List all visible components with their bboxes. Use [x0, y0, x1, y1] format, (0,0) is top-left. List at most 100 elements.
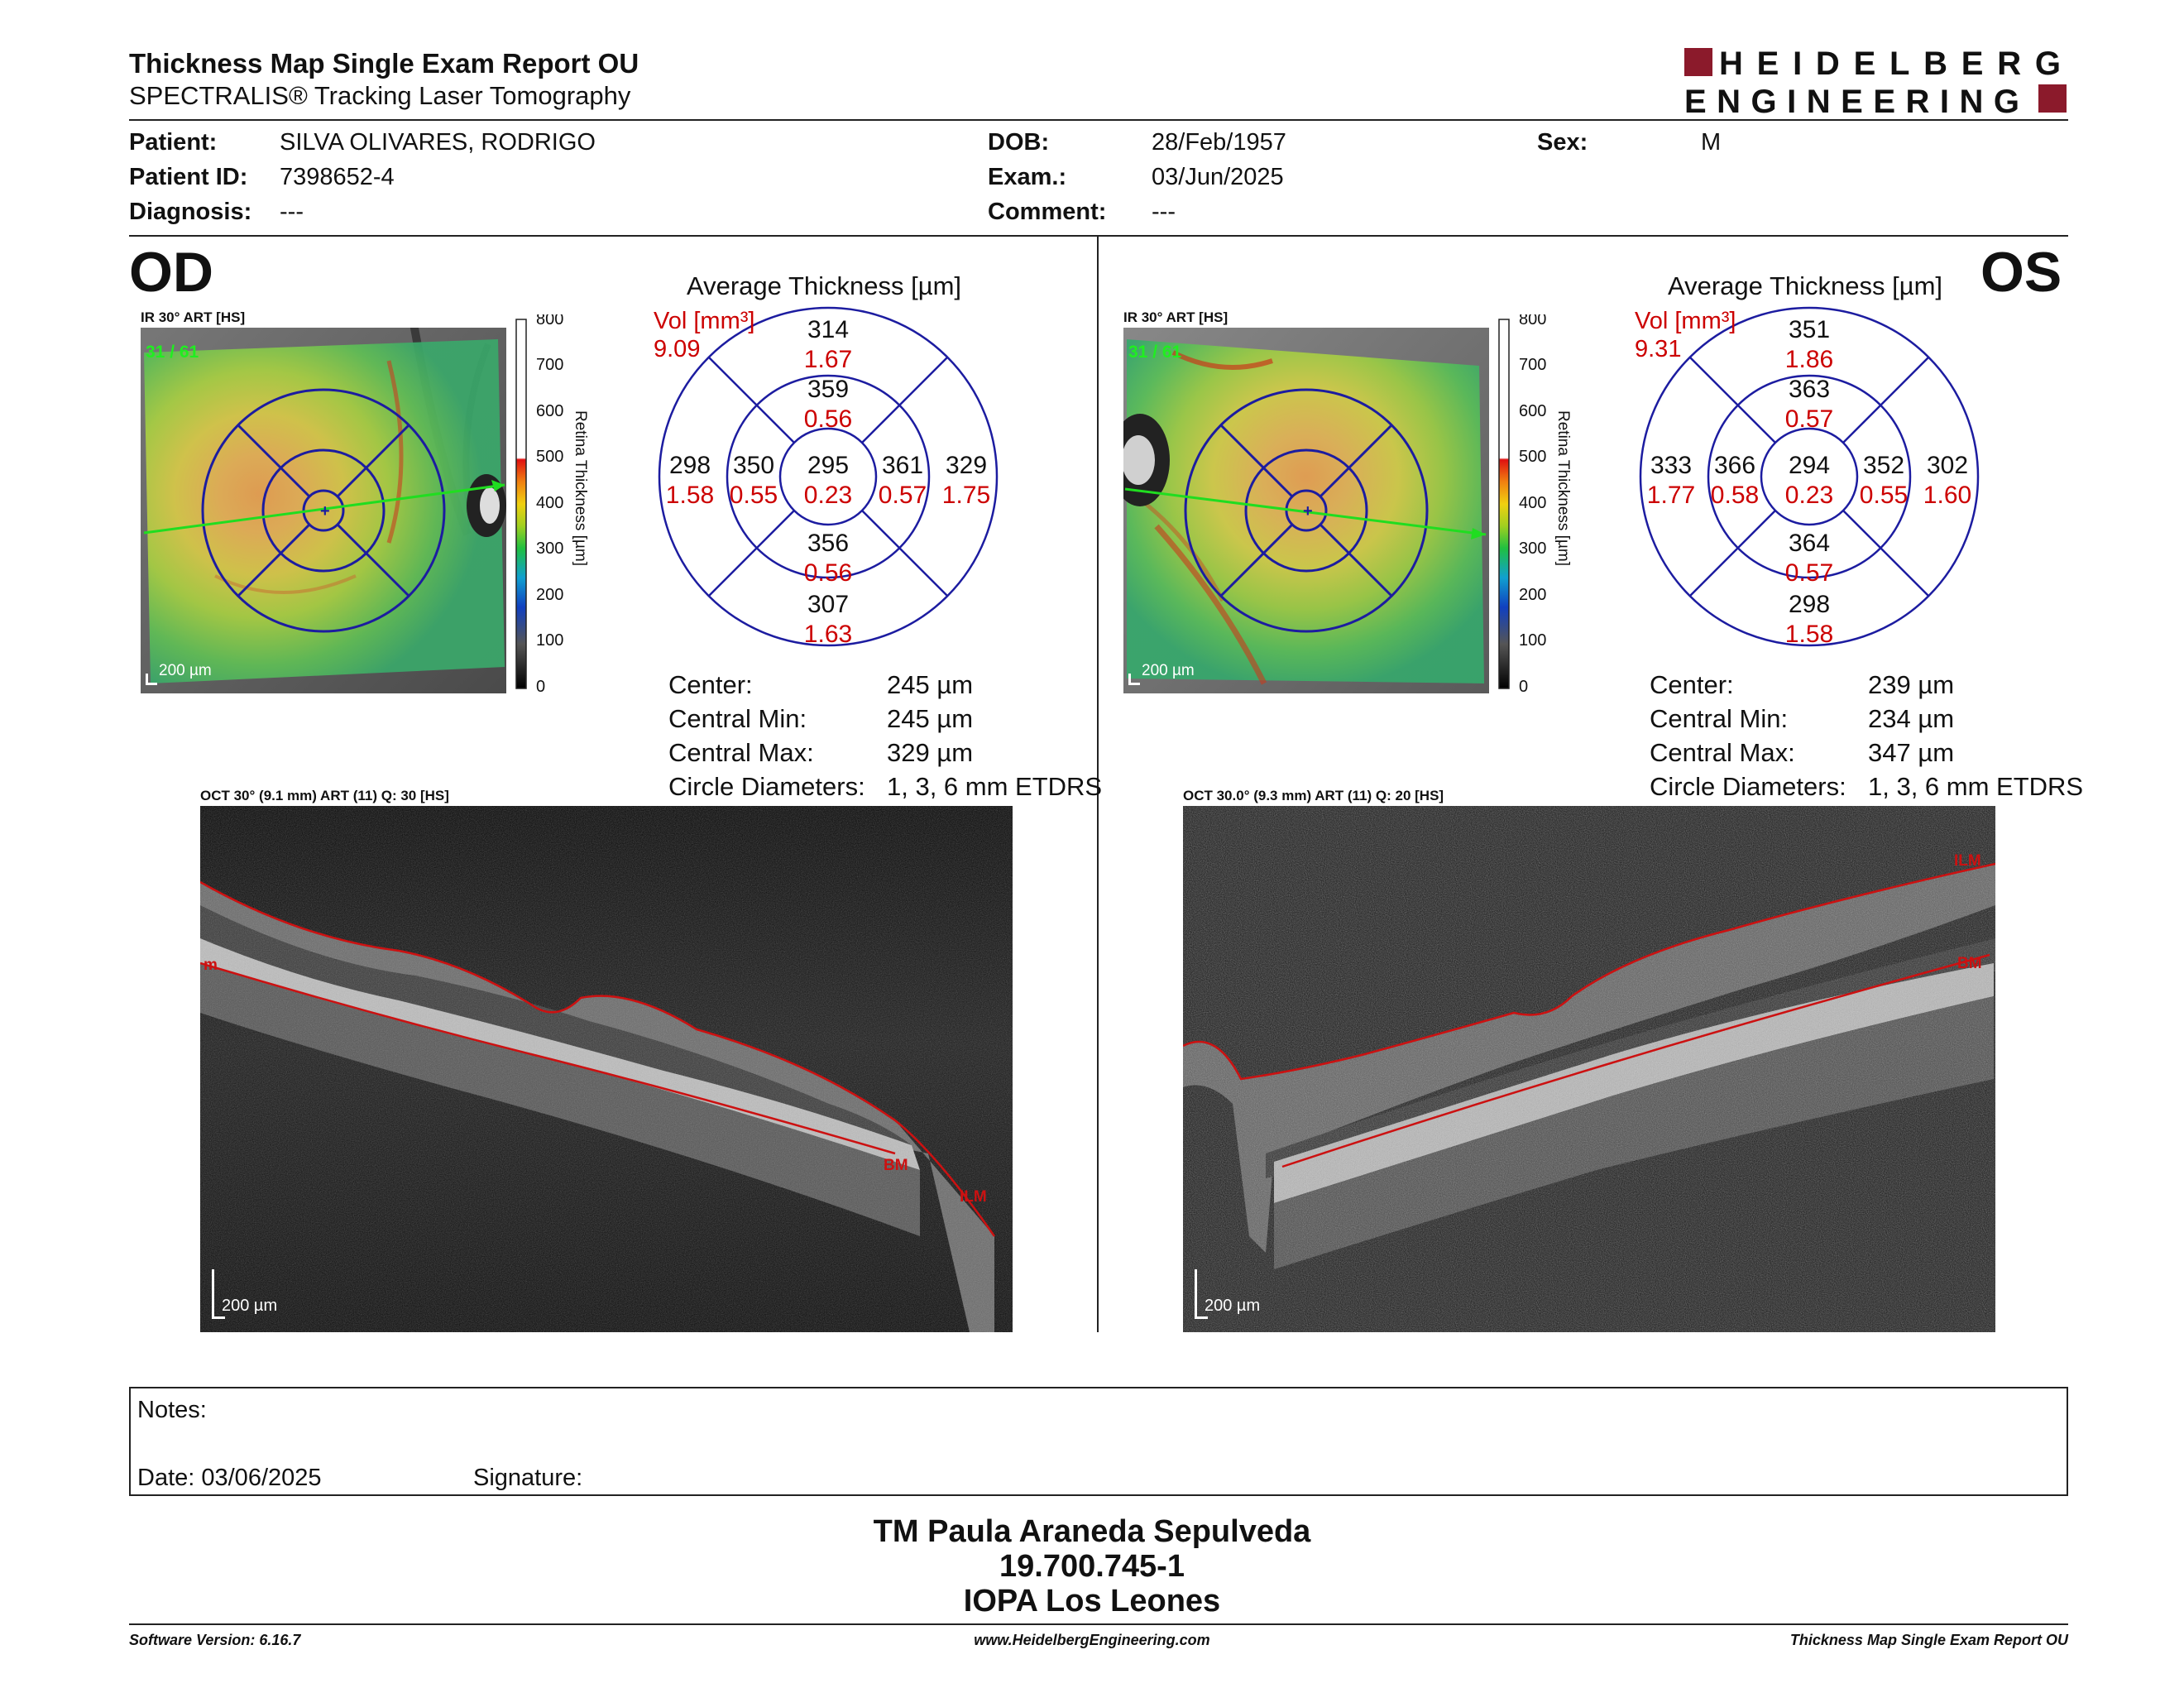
os-sector-outer-top-thickness: 351: [1789, 316, 1830, 343]
os-vol-value: 9.31: [1635, 336, 1682, 362]
od-sector-inner-top-thickness: 359: [807, 376, 849, 403]
report-title: Thickness Map Single Exam Report OU: [129, 48, 639, 79]
sex-label: Sex:: [1537, 129, 1588, 156]
od-layer-label-ilm: ILM: [960, 1188, 987, 1206]
od-sector-center-thickness: 295: [807, 452, 849, 479]
od-cbar-tick: 0: [536, 678, 545, 695]
od-sector-outer-left-thickness: 298: [669, 452, 711, 479]
os-sector-inner-right-volume: 0.55: [1860, 482, 1908, 509]
od-sector-inner-top-volume: 0.56: [804, 405, 852, 433]
od-sector-outer-right-thickness: 329: [946, 452, 987, 479]
od-cbar-tick: 400: [536, 494, 563, 512]
od-layer-label-bm: BM: [884, 1157, 908, 1174]
os-center-value: 239 µm: [1868, 670, 1955, 699]
os-central-min-value: 234 µm: [1868, 704, 1955, 733]
signature-institution: IOPA Los Leones: [963, 1584, 1221, 1618]
os-oct-bscan: ILM BM 200 µm: [1182, 806, 1996, 1332]
os-thickness-map: + 31 / 61 200 µm: [1110, 328, 1489, 693]
od-cbar-tick: 600: [536, 402, 563, 420]
heidelberg-logo: HEIDELBERG ENGINEERING: [1684, 45, 2068, 120]
report-subtitle: SPECTRALIS® Tracking Laser Tomography: [129, 81, 631, 110]
logo-text-line1: HEIDELBERG: [1719, 46, 2065, 82]
od-oct-scale-label: 200 µm: [222, 1297, 277, 1315]
patient-label: Patient:: [129, 129, 218, 156]
os-central-min-label: Central Min:: [1650, 704, 1789, 733]
diagnosis-label: Diagnosis:: [129, 199, 252, 225]
os-frame-label: 31 / 61: [1128, 343, 1182, 362]
od-cbar-tick: 100: [536, 631, 563, 650]
os-cbar-tick: 800: [1519, 314, 1546, 328]
od-cbar-tick: 300: [536, 539, 563, 558]
dob-label: DOB:: [988, 129, 1050, 156]
os-ir-label: IR 30° ART [HS]: [1123, 309, 1228, 325]
comment-value: ---: [1152, 199, 1176, 225]
od-sector-outer-top-thickness: 314: [807, 316, 849, 343]
od-sector-inner-right-volume: 0.57: [879, 482, 927, 509]
od-frame-label: 31 / 61: [146, 343, 199, 362]
od-sector-outer-top-volume: 1.67: [804, 346, 852, 373]
od-center-label: Center:: [668, 670, 753, 699]
od-cbar-tick: 500: [536, 448, 563, 466]
patient-id-label: Patient ID:: [129, 164, 248, 190]
od-ir-label: IR 30° ART [HS]: [141, 309, 246, 325]
od-sector-outer-right-volume: 1.75: [942, 482, 990, 509]
od-colorbar-title: Retina Thickness [µm]: [572, 410, 589, 566]
od-sector-outer-bottom-thickness: 307: [807, 591, 849, 618]
os-sector-inner-bottom-thickness: 364: [1789, 530, 1830, 557]
os-cbar-tick: 300: [1519, 539, 1546, 558]
notes-box: Notes: Date: 03/06/2025 Signature:: [129, 1387, 2068, 1496]
os-avg-title: Average Thickness [µm]: [1668, 271, 1943, 300]
os-sector-center-volume: 0.23: [1785, 482, 1833, 509]
od-center-value: 245 µm: [887, 670, 974, 699]
os-sector-inner-left-thickness: 366: [1714, 452, 1755, 479]
od-sector-inner-right-thickness: 361: [882, 452, 923, 479]
od-central-max-value: 329 µm: [887, 738, 974, 767]
patient-id: 7398652-4: [280, 164, 395, 190]
os-sector-center-thickness: 294: [1789, 452, 1830, 479]
os-sector-outer-right-thickness: 302: [1927, 452, 1968, 479]
os-cbar-tick: 100: [1519, 631, 1546, 650]
footer-website[interactable]: www.HeidelbergEngineering.com: [974, 1632, 1210, 1648]
od-oct-label: OCT 30° (9.1 mm) ART (11) Q: 30 [HS]: [200, 788, 449, 803]
notes-label: Notes:: [137, 1397, 207, 1423]
od-colorbar: 800 700 600 500 400 300 200 100 0 Retina…: [515, 310, 630, 696]
od-central-min-value: 245 µm: [887, 704, 974, 733]
exam-label: Exam.:: [988, 164, 1067, 190]
os-scale-label: 200 µm: [1142, 662, 1195, 679]
os-sector-inner-top-volume: 0.57: [1785, 405, 1833, 433]
od-circle-diameters-label: Circle Diameters:: [668, 772, 865, 801]
od-circle-diameters-value: 1, 3, 6 mm ETDRS: [887, 772, 1103, 801]
od-sector-inner-left-thickness: 350: [733, 452, 774, 479]
os-cbar-tick: 200: [1519, 586, 1546, 604]
os-cbar-tick: 500: [1519, 448, 1546, 466]
os-sector-outer-left-volume: 1.77: [1647, 482, 1695, 509]
diagnosis-value: ---: [280, 199, 304, 225]
sex-value: M: [1701, 129, 1722, 156]
os-sector-inner-left-volume: 0.58: [1711, 482, 1759, 509]
os-sector-inner-top-thickness: 363: [1789, 376, 1830, 403]
os-sector-outer-bottom-volume: 1.58: [1785, 621, 1833, 648]
od-central-max-label: Central Max:: [668, 738, 814, 767]
od-cbar-tick: 800: [536, 314, 563, 328]
os-circle-diameters-value: 1, 3, 6 mm ETDRS: [1868, 772, 2084, 801]
os-layer-label-bm: BM: [1957, 955, 1982, 972]
os-sector-outer-bottom-thickness: 298: [1789, 591, 1830, 618]
od-sector-inner-bottom-thickness: 356: [807, 530, 849, 557]
footer-report-name: Thickness Map Single Exam Report OU: [1789, 1632, 2068, 1648]
od-sector-inner-bottom-volume: 0.56: [804, 559, 852, 587]
os-cbar-tick: 600: [1519, 402, 1546, 420]
od-avg-title: Average Thickness [µm]: [687, 271, 962, 300]
os-colorbar-title: Retina Thickness [µm]: [1554, 410, 1572, 566]
od-sector-outer-bottom-volume: 1.63: [804, 621, 852, 648]
notes-date: Date: 03/06/2025: [137, 1465, 322, 1491]
od-layer-label: m: [204, 957, 218, 974]
os-colorbar: 800 700 600 500 400 300 200 100 0 Retina…: [1497, 310, 1613, 696]
os-sector-inner-right-thickness: 352: [1863, 452, 1904, 479]
os-circle-diameters-label: Circle Diameters:: [1650, 772, 1846, 801]
os-cbar-tick: 400: [1519, 494, 1546, 512]
os-eye-label: OS: [1980, 241, 2062, 304]
od-vol-label: Vol [mm³]: [654, 308, 755, 334]
os-vol-label: Vol [mm³]: [1635, 308, 1736, 334]
os-sector-inner-bottom-volume: 0.57: [1785, 559, 1833, 587]
od-thickness-map: + 31 / 61 200 µm: [141, 323, 506, 693]
